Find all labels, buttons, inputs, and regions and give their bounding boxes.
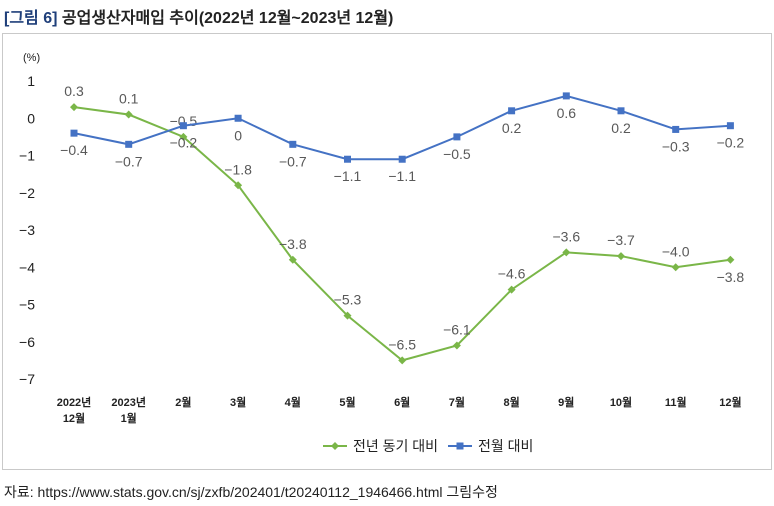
legend-swatch-marker <box>456 442 464 450</box>
x-tick-label: 10월 <box>610 395 632 409</box>
x-tick-label: 12월 <box>719 395 741 409</box>
x-tick-label: 6월 <box>394 395 410 409</box>
data-label: 0.3 <box>64 83 84 99</box>
data-label: −1.8 <box>224 161 252 177</box>
data-point-marker <box>179 122 187 130</box>
y-tick-label: −7 <box>19 371 35 387</box>
x-tick-label: 1월 <box>121 411 137 425</box>
data-point-marker <box>343 311 352 320</box>
y-tick-label: −6 <box>19 334 35 350</box>
data-point-marker <box>234 114 242 122</box>
line-chart: (%) 1 0 −1 −2 −3 −4 −5 −6 −7 2022년 12월 2023년 1월 2월 3월 4월… <box>19 52 745 454</box>
chart-frame: (%) 1 0 −1 −2 −3 −4 −5 −6 −7 2022년 12월 2023년 1월 2월 3월 4월… <box>2 33 772 470</box>
data-label: −0.5 <box>443 146 471 162</box>
data-label: −5.3 <box>334 292 362 308</box>
figure-tag: [그림 6] <box>4 10 58 27</box>
data-label: −4.0 <box>662 243 690 259</box>
data-point-marker <box>507 285 516 294</box>
data-point-marker <box>124 110 133 119</box>
y-axis-unit-label: (%) <box>23 52 40 64</box>
data-label: −0.2 <box>717 135 745 151</box>
data-label: −0.3 <box>662 138 690 154</box>
data-label: −3.8 <box>279 236 307 252</box>
data-label: −3.6 <box>552 228 580 244</box>
data-point-marker <box>398 155 406 163</box>
x-tick-label: 11월 <box>665 395 687 409</box>
data-label: −6.1 <box>443 321 471 337</box>
data-point-marker <box>508 107 516 115</box>
source-note: 자료: https://www.stats.gov.cn/sj/zxfb/202… <box>4 484 498 500</box>
y-tick-label: −4 <box>19 259 35 275</box>
x-tick-label: 2월 <box>175 395 191 409</box>
figure-title: [그림 6] 공업생산자매입 추이(2022년 12월~2023년 12월) <box>4 4 393 28</box>
data-point-marker <box>726 255 735 264</box>
y-tick-label: 0 <box>27 110 35 126</box>
data-point-marker <box>671 263 680 272</box>
data-point-marker <box>289 140 297 148</box>
data-label: 0.6 <box>557 105 577 121</box>
y-tick-label: 1 <box>27 73 35 89</box>
x-tick-label: 4월 <box>285 395 301 409</box>
data-point-marker <box>726 122 734 130</box>
data-point-marker <box>70 103 78 112</box>
data-point-marker <box>562 92 570 100</box>
data-label: 0 <box>234 127 242 143</box>
data-label: −1.1 <box>388 168 416 184</box>
data-point-marker <box>672 125 680 133</box>
legend-label-yoy: 전년 동기 대비 <box>353 438 438 454</box>
data-label: −0.2 <box>170 135 198 151</box>
x-tick-label: 7월 <box>449 395 465 409</box>
data-label: −4.6 <box>498 266 526 282</box>
data-point-marker <box>398 356 407 365</box>
data-label: −0.4 <box>60 142 88 158</box>
data-point-marker <box>617 107 625 115</box>
data-point-marker <box>179 132 188 141</box>
figure-title-text: 공업생산자매입 추이(2022년 12월~2023년 12월) <box>61 10 394 27</box>
x-tick-label: 8월 <box>503 395 519 409</box>
data-label: −1.1 <box>334 168 362 184</box>
data-label: 0.1 <box>119 91 139 107</box>
legend-swatch-marker <box>331 442 339 450</box>
x-tick-label: 3월 <box>230 395 246 409</box>
data-point-marker <box>452 341 461 350</box>
data-label: −0.7 <box>279 153 307 169</box>
x-tick-label: 2022년 <box>57 395 92 409</box>
data-label: −3.8 <box>717 269 745 285</box>
data-label: 0.2 <box>502 120 522 136</box>
data-point-marker <box>453 133 461 141</box>
data-point-marker <box>617 252 625 261</box>
y-tick-label: −1 <box>19 148 35 164</box>
legend-label-mom: 전월 대비 <box>478 438 533 454</box>
data-label: −3.7 <box>607 232 635 248</box>
x-tick-label: 5월 <box>339 395 355 409</box>
x-tick-label: 9월 <box>558 395 574 409</box>
y-tick-label: −3 <box>19 222 35 238</box>
x-tick-label: 2023년 <box>111 395 146 409</box>
data-point-marker <box>70 129 78 137</box>
y-tick-label: −5 <box>19 297 35 313</box>
data-point-marker <box>562 248 571 257</box>
data-point-marker <box>234 181 243 190</box>
data-point-marker <box>344 155 351 163</box>
x-tick-label: 12월 <box>63 411 85 425</box>
y-tick-label: −2 <box>19 185 35 201</box>
data-label: 0.2 <box>611 120 631 136</box>
data-label: −6.5 <box>388 336 416 352</box>
data-label: −0.7 <box>115 153 143 169</box>
data-point-marker <box>125 140 133 148</box>
